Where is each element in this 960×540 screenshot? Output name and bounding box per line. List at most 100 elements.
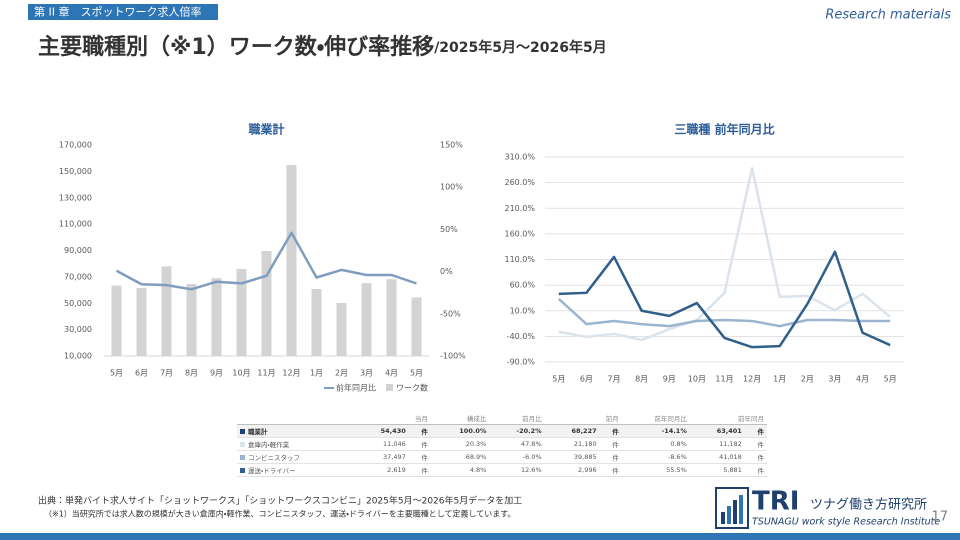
x-tick-label: 7月: [607, 375, 620, 384]
bar: [186, 283, 197, 356]
chapter: 第 II 章 スポットワーク求人倍率: [34, 5, 201, 19]
header-cell: 当月: [353, 412, 431, 425]
cell-text: 2,619: [387, 466, 406, 474]
x-tick-label: 7月: [160, 369, 173, 378]
bar: [211, 278, 222, 356]
subtitle: /2025年5月～2026年5月: [434, 39, 607, 56]
cell-text: 件: [757, 441, 765, 449]
table-cell: 47.8%: [489, 437, 545, 451]
table-cell: 件: [408, 437, 431, 451]
y-tick-label: 10.0%: [510, 306, 536, 315]
y2-tick-label: -50%: [440, 309, 461, 318]
x-tick-label: 3月: [360, 369, 373, 378]
y-tick-label: 110.0%: [504, 255, 535, 264]
header-cell: 構成比: [430, 412, 490, 425]
cell-text: 件: [421, 428, 428, 436]
x-tick-label: 10月: [232, 369, 250, 378]
row-swatch: [240, 442, 245, 447]
x-tick-label: 11月: [257, 369, 275, 378]
table-cell: 2,996: [544, 463, 600, 477]
logo: TRI: [752, 487, 799, 517]
y-tick-label: 10,000: [64, 352, 92, 361]
bar: [111, 285, 122, 356]
x-tick-label: 5月: [552, 375, 565, 384]
table-cell: 件: [408, 450, 431, 464]
y-tick-label: 110,000: [59, 220, 92, 229]
y-tick-label: 150,000: [59, 167, 92, 176]
table-cell: -8.6%: [621, 450, 690, 464]
x-tick-label: 6月: [580, 375, 593, 384]
y-tick-label: -40.0%: [507, 332, 536, 341]
table-cell: 12.6%: [489, 463, 545, 477]
bar: [311, 289, 322, 356]
bottom-band: [0, 533, 960, 540]
x-tick-label: 12月: [743, 375, 761, 384]
header-cell: 前年同月比: [621, 412, 690, 425]
chart-title: 三職種 前年同月比: [674, 122, 774, 137]
x-tick-label: 12月: [282, 369, 300, 378]
cell-text: -20.2%: [516, 427, 542, 435]
cell-text: 47.8%: [520, 440, 542, 448]
x-tick-label: 4月: [856, 375, 869, 384]
header-cell: 前月比: [489, 412, 545, 425]
y-tick-label: 260.0%: [504, 178, 535, 187]
cell-text: 件: [757, 467, 765, 475]
table-cell: 倉庫内・軽作業: [237, 437, 354, 451]
y-tick-label: 130,000: [59, 193, 92, 202]
table-header: 当月 構成比 前月比 前月 前年同月比 前年同月: [237, 412, 767, 425]
cell-text: 倉庫内・軽作業: [248, 441, 290, 449]
cell-text: -8.6%: [667, 453, 687, 461]
table-cell: 41,018: [689, 450, 745, 464]
table-row: 運送・ドライバー 2,619 件 4.8% 12.6% 2,996 件 55.5% 5,881 件: [237, 463, 767, 477]
table-cell: 68.9%: [430, 450, 490, 464]
line: [558, 167, 891, 342]
cell-text: 5,881: [723, 466, 742, 474]
cell-text: 68,227: [571, 427, 597, 435]
cell-text: 39,885: [573, 453, 597, 461]
table-cell: コンビニスタッフ: [237, 450, 354, 464]
line: [115, 231, 417, 291]
cell-text: 63,401: [716, 427, 742, 435]
cell-text: 運送・ドライバー: [248, 467, 296, 475]
bar: [136, 288, 147, 356]
table-cell: 0.8%: [621, 437, 690, 451]
bar: [236, 268, 247, 356]
cell-text: -14.1%: [661, 427, 687, 435]
table-cell: 63,401: [689, 424, 745, 438]
cell-text: 件: [421, 467, 428, 475]
table-cell: 100.0%: [430, 424, 490, 438]
cell-text: 41,018: [719, 453, 742, 461]
cell-text: 職業計: [248, 428, 268, 436]
bar: [361, 283, 372, 356]
cell-text: -6.0%: [522, 453, 542, 461]
cell-text: 20.3%: [465, 440, 487, 448]
table-row: 倉庫内・軽作業 11,046 件 20.3% 47.8% 21,180 件 0.8% 11,18…: [237, 437, 767, 451]
table-row: 職業計 54,430 件 100.0% -20.2% 68,227 件 -14.1% 63,40…: [237, 424, 767, 438]
table-cell: -20.2%: [489, 424, 545, 438]
table-cell: 5,881: [689, 463, 745, 477]
cell-text: 件: [612, 454, 619, 462]
table-cell: 件: [744, 450, 767, 464]
y-tick-label: 210.0%: [504, 204, 535, 213]
tag: Research materials: [825, 8, 951, 23]
x-tick-label: 6月: [135, 369, 148, 378]
header-cell: [237, 412, 354, 425]
table-cell: 11,182: [689, 437, 745, 451]
y-tick-label: 70,000: [64, 272, 92, 281]
cell-text: 件: [421, 454, 428, 462]
cell-text: 4.8%: [469, 466, 487, 474]
header-cell: 前月: [544, 412, 622, 425]
cell-text: 件: [757, 454, 765, 462]
cell-text: 件: [757, 428, 765, 436]
table-cell: 件: [744, 424, 767, 438]
cell-text: 68.9%: [465, 453, 487, 461]
x-tick-label: 5月: [110, 369, 123, 378]
bar: [386, 279, 397, 356]
title: 主要職種別（※1）ワーク数・伸び率推移: [38, 34, 434, 60]
y-tick-label: 50,000: [64, 299, 92, 308]
y2-tick-label: 0%: [440, 267, 453, 276]
table-cell: 39,885: [544, 450, 600, 464]
x-tick-label: 8月: [185, 369, 198, 378]
y-tick-label: 90,000: [64, 246, 92, 255]
